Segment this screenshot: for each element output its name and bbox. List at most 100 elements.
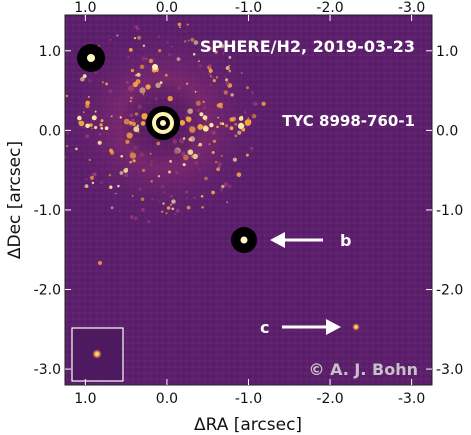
speckle <box>117 184 120 188</box>
speckle <box>187 108 193 114</box>
speckle <box>130 68 134 73</box>
speckle <box>212 76 214 79</box>
speckle <box>129 100 132 103</box>
speckle <box>240 72 243 74</box>
speckle <box>164 73 168 77</box>
speckle <box>221 184 225 189</box>
speckle <box>84 184 89 189</box>
speckle <box>236 172 242 177</box>
speckle <box>124 173 128 177</box>
speckle <box>94 71 97 74</box>
speckle <box>75 147 78 151</box>
speckle <box>130 96 133 100</box>
speckle <box>161 210 164 213</box>
speckle <box>224 75 227 78</box>
y-tick-label-right: -3.0 <box>436 362 463 378</box>
y-tick-label-left: 1.0 <box>39 44 61 60</box>
speckle <box>198 64 202 68</box>
speckle <box>141 207 145 212</box>
central-star-ring <box>152 112 174 134</box>
speckle <box>142 93 145 96</box>
speckle <box>193 40 199 45</box>
speckle <box>189 136 196 142</box>
speckle <box>147 220 151 223</box>
speckle <box>150 180 153 183</box>
speckle <box>227 184 232 189</box>
speckle <box>116 34 119 37</box>
y-tick-label-right: -1.0 <box>436 203 463 219</box>
speckle <box>182 163 186 167</box>
x-tick-label-bottom: -3.0 <box>398 391 425 407</box>
speckle <box>82 74 87 78</box>
speckle <box>123 118 130 125</box>
speckle <box>201 206 204 209</box>
speckle <box>211 190 216 195</box>
speckle <box>237 122 245 130</box>
speckle <box>192 53 196 56</box>
speckle <box>225 81 230 86</box>
speckle <box>219 102 223 107</box>
speckle <box>175 171 179 174</box>
speckle <box>193 77 196 79</box>
speckle <box>133 126 140 133</box>
speckle <box>141 48 143 50</box>
speckle <box>133 37 137 40</box>
speckle <box>217 116 220 119</box>
y-tick-label-left: 0.0 <box>39 123 61 139</box>
speckle <box>214 160 218 164</box>
speckle <box>136 27 140 31</box>
central-star-core <box>160 120 166 126</box>
speckle <box>141 113 148 120</box>
speckle <box>171 199 176 204</box>
speckle <box>170 45 173 48</box>
speckle <box>190 37 195 42</box>
speckle <box>58 107 61 110</box>
speckle <box>155 82 161 89</box>
faint-source <box>152 64 158 70</box>
speckle <box>214 50 218 54</box>
speckle <box>148 58 154 64</box>
speckle <box>220 188 223 192</box>
x-tick-label-top: 1.0 <box>74 0 96 16</box>
speckle <box>78 120 85 127</box>
speckle <box>208 64 212 68</box>
speckle <box>217 161 222 166</box>
speckle <box>209 83 212 87</box>
speckle <box>127 55 130 59</box>
speckle <box>156 141 161 146</box>
speckle <box>119 116 122 119</box>
speckle <box>167 95 173 102</box>
speckle <box>104 126 109 130</box>
speckle <box>127 85 135 92</box>
speckle <box>169 160 173 163</box>
speckle <box>189 126 196 133</box>
speckle <box>149 152 152 155</box>
speckle <box>198 168 201 171</box>
speckle <box>212 79 216 83</box>
speckle <box>87 95 90 98</box>
speckle <box>229 126 234 131</box>
speckle <box>220 44 225 49</box>
speckle <box>94 125 98 130</box>
speckle <box>133 145 138 150</box>
companion-b-core <box>240 236 248 244</box>
speckle <box>210 75 212 77</box>
speckle <box>157 35 160 38</box>
speckle <box>197 144 200 147</box>
speckle <box>137 104 142 109</box>
speckle <box>216 125 219 129</box>
y-tick-label-right: -2.0 <box>436 283 463 299</box>
speckle <box>91 181 95 185</box>
y-tick-label-left: -3.0 <box>34 362 61 378</box>
speckle <box>184 40 187 43</box>
speckle <box>207 46 212 51</box>
speckle <box>194 91 197 93</box>
speckle <box>125 139 130 144</box>
speckle <box>152 58 155 61</box>
speckle <box>216 167 221 172</box>
speckle <box>229 117 235 122</box>
speckle <box>174 213 177 216</box>
speckle <box>83 126 86 129</box>
speckle <box>145 84 151 90</box>
speckle <box>110 206 114 210</box>
